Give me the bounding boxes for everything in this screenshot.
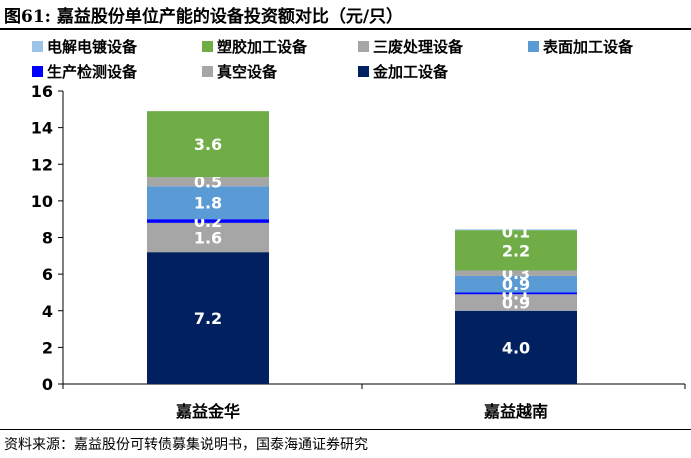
legend-label: 塑胶加工设备 <box>217 38 308 56</box>
data-label-嘉益金华-三废处理设备: 0.5 <box>194 173 222 192</box>
bar-segment-嘉益金华-表面加工设备 <box>147 186 269 220</box>
legend-item-塑胶加工设备: 塑胶加工设备 <box>202 38 308 56</box>
legend-item-电解电镀设备: 电解电镀设备 <box>32 38 138 56</box>
x-tick-label-嘉益越南: 嘉益越南 <box>483 402 548 421</box>
bar-segment-嘉益金华-真空设备 <box>147 222 269 253</box>
legend-label: 三废处理设备 <box>373 38 464 56</box>
legend-swatch <box>358 41 369 52</box>
legend-label: 金加工设备 <box>372 63 449 81</box>
y-tick-label-6: 6 <box>42 265 53 284</box>
legend-swatch <box>358 66 369 77</box>
data-label-嘉益金华-真空设备: 1.6 <box>194 229 222 248</box>
legend-label: 表面加工设备 <box>543 38 634 56</box>
y-tick-label-10: 10 <box>31 192 53 211</box>
x-tick-label-嘉益金华: 嘉益金华 <box>175 402 240 421</box>
legend-label: 生产检测设备 <box>47 63 138 81</box>
bar-segment-嘉益金华-生产检测设备 <box>147 219 269 223</box>
data-label-嘉益金华-表面加工设备: 1.8 <box>194 194 222 213</box>
bar-segment-嘉益越南-三废处理设备 <box>455 270 577 276</box>
figure-title: 图61: 嘉益股份单位产能的设备投资额对比（元/只） <box>4 7 404 27</box>
data-label-嘉益越南-塑胶加工设备: 2.2 <box>502 241 530 260</box>
legend-label: 电解电镀设备 <box>47 38 138 56</box>
data-label-嘉益金华-金加工设备: 7.2 <box>194 309 222 328</box>
data-label-嘉益越南-表面加工设备: 0.9 <box>502 275 530 294</box>
legend-swatch <box>202 66 213 77</box>
y-tick-label-4: 4 <box>42 302 53 321</box>
bar-segment-嘉益金华-塑胶加工设备 <box>147 111 269 178</box>
y-tick-label-0: 0 <box>42 375 53 394</box>
y-tick-label-16: 16 <box>31 82 53 101</box>
bar-segment-嘉益越南-金加工设备 <box>455 310 577 384</box>
legend-item-表面加工设备: 表面加工设备 <box>528 38 634 56</box>
bar-segment-嘉益越南-电解电镀设备 <box>455 229 577 231</box>
legend-item-真空设备: 真空设备 <box>202 63 278 81</box>
data-label-嘉益越南-金加工设备: 4.0 <box>502 338 530 357</box>
bar-segment-嘉益越南-真空设备 <box>455 294 577 311</box>
legend-swatch <box>32 66 43 77</box>
legend-item-生产检测设备: 生产检测设备 <box>32 63 138 81</box>
legend-swatch <box>528 41 539 52</box>
data-label-top-嘉益越南: 0.1 <box>502 222 530 241</box>
title-rule <box>0 28 691 30</box>
y-tick-label-12: 12 <box>31 155 53 174</box>
legend-swatch <box>202 41 213 52</box>
legend-swatch <box>32 41 43 52</box>
bar-segment-嘉益越南-表面加工设备 <box>455 275 577 293</box>
legend-item-三废处理设备: 三废处理设备 <box>358 38 464 56</box>
y-tick-label-2: 2 <box>42 338 53 357</box>
y-tick-label-14: 14 <box>31 119 53 138</box>
chart-bars: 7.21.60.21.80.53.64.00.90.10.90.32.20.1 <box>147 111 577 384</box>
chart-axes: 0 2 4 6 8 10 12 14 16 嘉益金华 嘉益越南 <box>31 82 686 421</box>
bar-segment-嘉益越南-生产检测设备 <box>455 292 577 295</box>
data-label-嘉益越南-真空设备: 0.9 <box>502 294 530 313</box>
bar-segment-嘉益金华-三废处理设备 <box>147 177 269 187</box>
bar-segment-嘉益越南-塑胶加工设备 <box>455 230 577 271</box>
y-tick-label-8: 8 <box>42 229 53 248</box>
source-rule <box>0 429 691 430</box>
legend-item-金加工设备: 金加工设备 <box>358 63 449 81</box>
legend-label: 真空设备 <box>217 63 278 81</box>
bar-segment-嘉益金华-金加工设备 <box>147 252 269 384</box>
source-note: 资料来源：嘉益股份可转债募集说明书，国泰海通证券研究 <box>4 437 368 453</box>
data-label-嘉益金华-塑胶加工设备: 3.6 <box>194 135 222 154</box>
